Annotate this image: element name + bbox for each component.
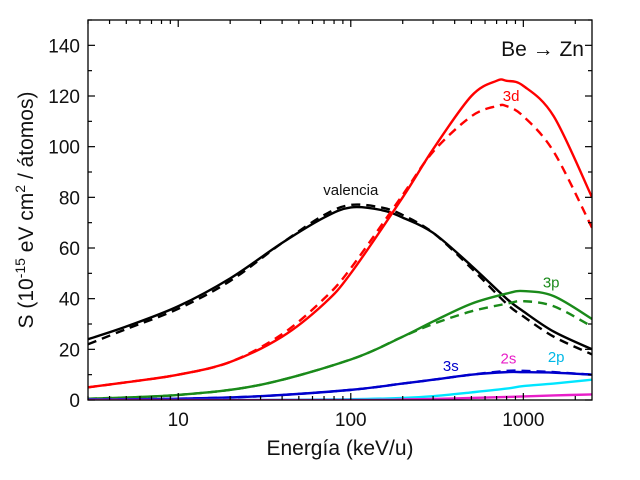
series-line-3p-dashed [88,299,592,400]
series-group [88,78,592,400]
y-axis-title-exponent: -15 [12,258,28,278]
y-tick-label: 60 [59,239,80,260]
x-tick-label: 10 [168,410,189,431]
y-tick-label: 100 [48,138,80,159]
chart-annotation: Be → Zn [501,38,584,61]
y-axis-title: S (10-15 eV cm2 / átomos) [12,92,38,329]
axes: 0 20 40 60 80 100 120 140 10 100 1000 valencia 3d 3p 3… [48,19,593,431]
series-line-3s-dashed [88,369,592,400]
x-tick-label: 100 [335,410,367,431]
y-tick-label: 120 [48,87,80,108]
y-tick-label: 0 [69,391,80,412]
plot-frame [87,19,593,401]
series-label-3s: 3s [443,358,459,375]
y-tick-label: 140 [48,36,80,57]
series-line-3d-dashed [88,103,592,389]
series-label-2p: 2p [548,349,565,366]
y-tick-label: 40 [59,290,80,311]
y-axis-title-part: S (10 [15,278,38,328]
x-tick-label: 1000 [502,410,544,431]
y-tick-label: 80 [59,188,80,209]
series-label-3d: 3d [503,88,520,105]
series-label-2s: 2s [501,350,517,367]
y-axis-title-part: / átomos) [15,92,38,185]
series-line-3d-solid [88,78,592,389]
series-line-2s-solid [88,393,592,400]
y-axis-title-part: eV cm [15,193,38,258]
series-line-valencia-solid [88,205,592,351]
series-line-valencia-dashed [88,203,592,356]
x-axis-title: Energía (keV/u) [266,437,413,460]
plot-area [88,78,592,400]
series-label-3p: 3p [543,274,560,291]
y-axis-title-exponent: 2 [12,185,28,193]
y-tick-label: 20 [59,340,80,361]
series-label-valencia: valencia [323,182,379,199]
